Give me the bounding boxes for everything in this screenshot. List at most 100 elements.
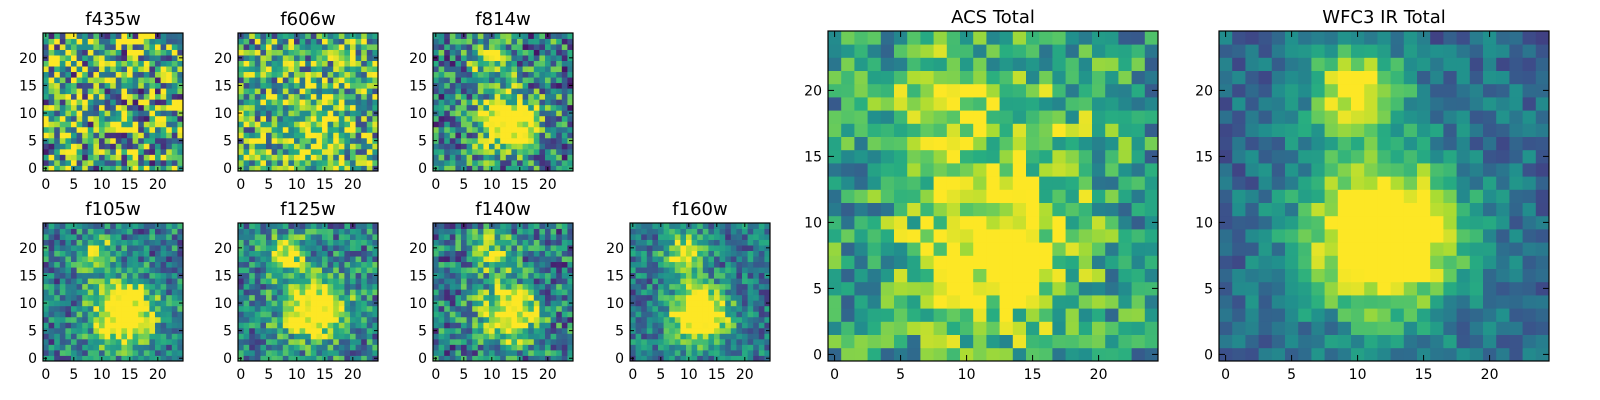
heatmap-cell (466, 143, 473, 150)
heatmap-cell (528, 261, 535, 268)
heatmap-cell (138, 55, 145, 61)
heatmap-cell (505, 60, 512, 67)
heatmap-cell (238, 104, 244, 111)
heatmap-cell (115, 278, 122, 285)
heatmap-cell (635, 311, 642, 318)
heatmap-cell (99, 88, 105, 95)
heatmap-cell (725, 245, 732, 251)
heatmap-cell (127, 283, 133, 290)
heatmap-cell (736, 228, 743, 235)
heatmap-cell (477, 327, 484, 334)
heatmap-cell (338, 261, 345, 268)
heatmap-cell (539, 88, 546, 95)
heatmap-cell (299, 33, 306, 39)
heatmap-cell (333, 38, 340, 45)
heatmap-cell (93, 294, 100, 301)
heatmap-cell (155, 239, 161, 246)
heatmap-cell (1118, 242, 1132, 256)
heatmap-cell (115, 165, 122, 172)
heatmap-cell (99, 245, 105, 251)
heatmap-cell (880, 268, 895, 283)
heatmap-cell (310, 283, 317, 290)
heatmap-cell (277, 300, 284, 307)
heatmap-cell (249, 311, 256, 318)
heatmap-cell (121, 60, 128, 67)
heatmap-cell (539, 143, 546, 150)
heatmap-cell (714, 239, 720, 246)
heatmap-cell (299, 93, 306, 100)
heatmap-cell (282, 159, 289, 166)
heatmap-cell (747, 344, 754, 351)
heatmap-cell (511, 239, 518, 246)
heatmap-cell (533, 245, 540, 251)
heatmap-cell (449, 82, 456, 89)
heatmap-cell (907, 321, 921, 335)
heatmap-cell (500, 344, 507, 351)
heatmap-cell (691, 300, 698, 307)
heatmap-cell (725, 278, 732, 285)
heatmap-cell (477, 283, 484, 290)
heatmap-cell (177, 294, 184, 301)
heatmap-cell (327, 267, 334, 274)
heatmap-cell (138, 121, 145, 128)
heatmap-cell (652, 267, 659, 274)
heatmap-cell (438, 38, 445, 45)
heatmap-cell (466, 55, 473, 61)
heatmap-cell (54, 272, 61, 279)
heatmap-cell (719, 223, 726, 229)
heatmap-cell (121, 267, 128, 274)
heatmap-cell (680, 355, 687, 362)
heatmap-cell (333, 283, 340, 290)
heatmap-cell (489, 148, 495, 155)
heatmap-cell (299, 300, 306, 307)
heatmap-cell (350, 88, 356, 95)
heatmap-cell (686, 267, 692, 274)
heatmap-cell (483, 44, 490, 50)
heatmap-cell (299, 66, 306, 73)
heatmap-cell (249, 77, 256, 84)
heatmap-cell (104, 261, 111, 268)
heatmap-cell (127, 143, 133, 150)
heatmap-cell (338, 311, 345, 318)
heatmap-cell (894, 189, 908, 203)
heatmap-cell (697, 322, 704, 329)
heatmap-cell (1012, 176, 1027, 190)
heatmap-cell (132, 234, 139, 240)
heatmap-cell (322, 71, 328, 78)
heatmap-cell (561, 245, 568, 251)
heatmap-cell (333, 165, 340, 172)
heatmap-cell (1131, 255, 1146, 269)
heatmap-cell (243, 256, 250, 263)
heatmap-cell (556, 99, 563, 106)
heatmap-cell (43, 121, 49, 128)
heatmap-cell (483, 294, 490, 301)
heatmap-cell (177, 349, 184, 356)
heatmap-cell (366, 344, 373, 351)
heatmap-cell (361, 316, 368, 323)
heatmap-cell (87, 349, 94, 356)
heatmap-cell (742, 300, 748, 307)
heatmap-cell (669, 228, 676, 235)
heatmap-cell (93, 77, 100, 84)
heatmap-cell (539, 137, 546, 144)
heatmap-cell (489, 159, 495, 166)
heatmap-cell (697, 239, 704, 246)
heatmap-cell (505, 126, 512, 133)
heatmap-cell (288, 349, 295, 356)
heatmap-cell (669, 322, 676, 329)
heatmap-cell (355, 126, 362, 133)
heatmap-cell (310, 272, 317, 279)
heatmap-cell (517, 344, 523, 351)
heatmap-cell (149, 77, 156, 84)
heatmap-cell (355, 294, 362, 301)
heatmap-cell (127, 338, 133, 345)
heatmap-cell (652, 272, 659, 279)
heatmap-cell (556, 44, 563, 50)
heatmap-cell (71, 143, 77, 150)
heatmap-cell (266, 132, 272, 139)
heatmap-cell (466, 115, 473, 122)
heatmap-cell (99, 49, 105, 56)
heatmap-cell (282, 272, 289, 279)
heatmap-cell (500, 294, 507, 301)
heatmap-cell (316, 49, 323, 56)
